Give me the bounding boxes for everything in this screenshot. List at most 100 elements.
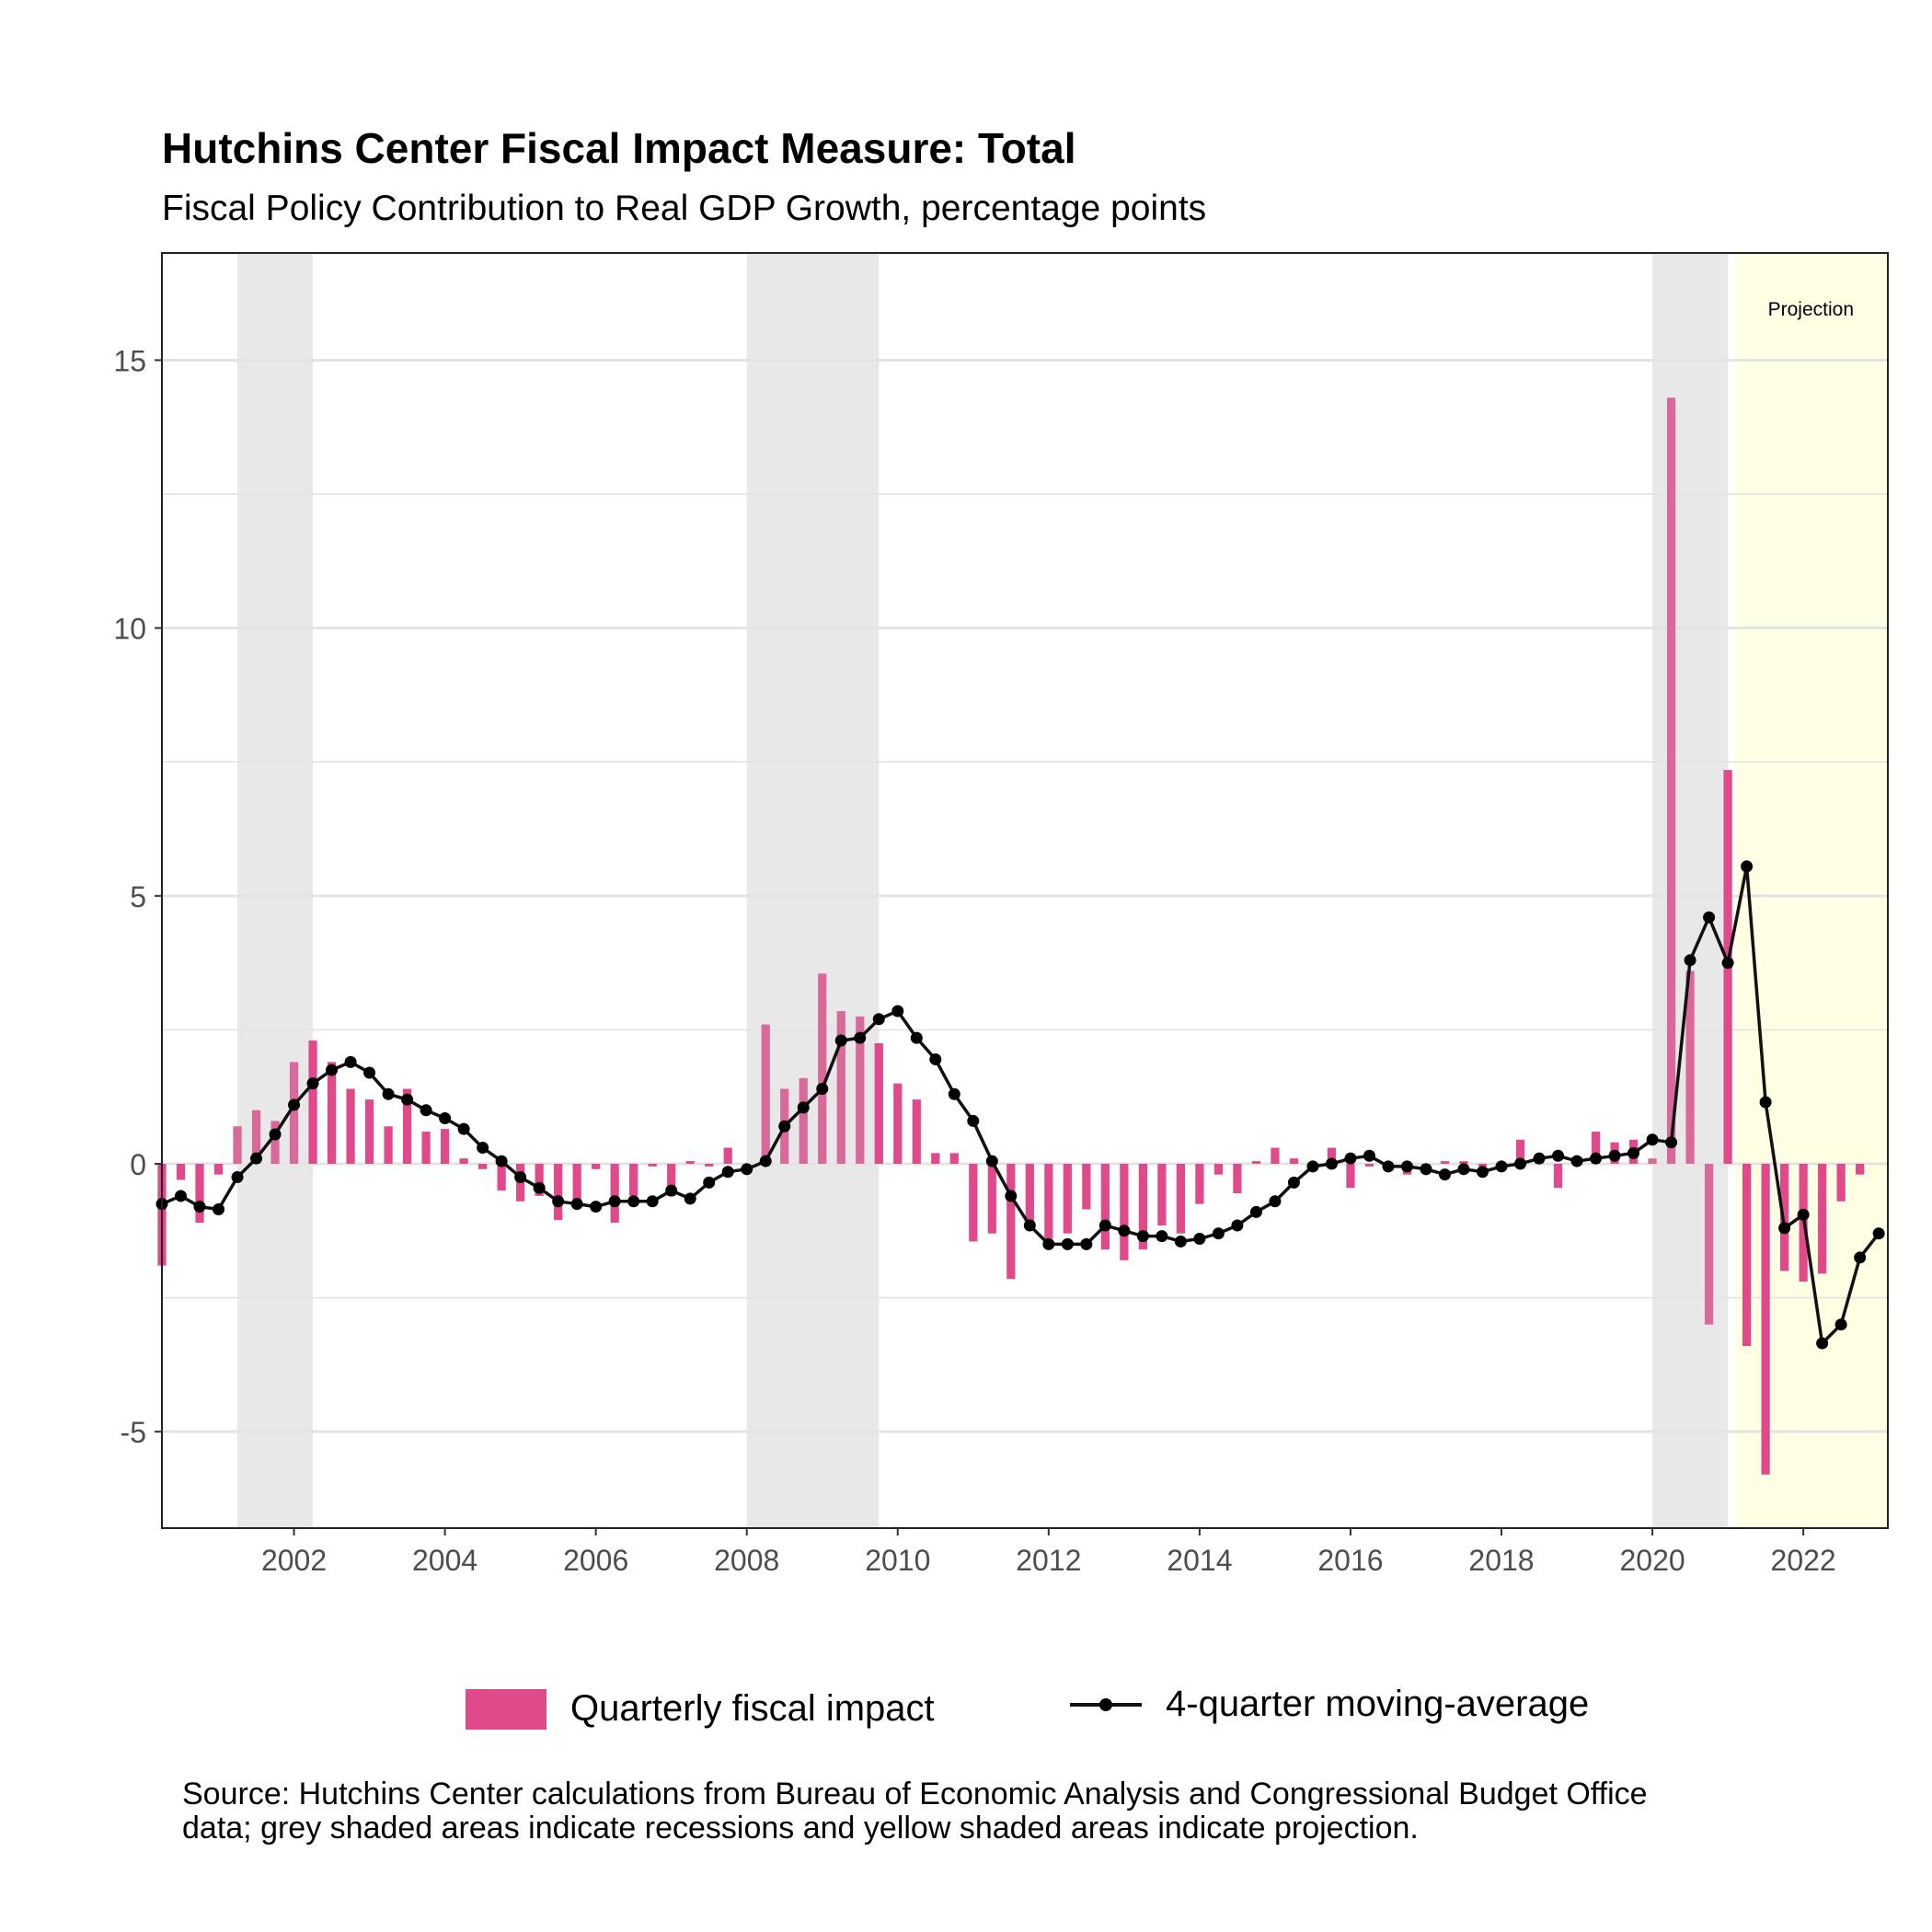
line-series [155,860,1885,1350]
moving-average-point [1061,1237,1074,1250]
moving-average-point [778,1120,791,1133]
moving-average-point [175,1190,188,1202]
bar [1553,1164,1563,1189]
bar [402,1088,412,1164]
bar [1233,1164,1242,1194]
moving-average-point [269,1128,282,1141]
moving-average-point [1344,1152,1357,1165]
moving-average-point [1249,1205,1262,1218]
moving-average-point [231,1171,244,1184]
plot-border [161,252,1889,1529]
moving-average-point [816,1082,829,1095]
bar [1515,1139,1525,1164]
moving-average-point [1590,1152,1603,1165]
caption-line-1: Source: Hutchins Center calculations fro… [182,1777,1648,1811]
bar [213,1164,224,1175]
bar [1704,1164,1714,1325]
bar [497,1164,506,1191]
y-tick-label: 15 [113,344,146,377]
moving-average-point [1665,1136,1678,1149]
bar [1666,397,1676,1164]
moving-average-point [1231,1219,1244,1232]
moving-average-line [161,865,1880,1345]
moving-average-point [1325,1157,1338,1170]
moving-average-point [533,1181,546,1194]
bar [1138,1164,1147,1250]
bar [440,1129,450,1164]
chart-title: Hutchins Center Fiscal Impact Measure: T… [162,124,1076,172]
moving-average-point [1042,1237,1055,1250]
moving-average-point [703,1176,716,1189]
recession-shading [746,253,880,1528]
moving-average-point [1420,1163,1432,1176]
bar [1271,1147,1280,1164]
moving-average-point [985,1155,998,1167]
bar [270,1121,280,1164]
x-tick-label: 2004 [412,1544,477,1577]
legend-label-bars: Quarterly fiscal impact [570,1688,935,1729]
moving-average-point [288,1098,301,1111]
moving-average-point [439,1112,452,1124]
bar [705,1164,714,1167]
x-tick-label: 2022 [1771,1544,1836,1577]
moving-average-point [326,1064,339,1076]
moving-average-point [608,1195,621,1208]
bar [572,1164,581,1202]
caption-line-2: data; grey shaded areas indicate recessi… [182,1811,1419,1846]
bar [1195,1164,1204,1204]
bar [667,1164,676,1196]
chart-subtitle: Fiscal Policy Contribution to Real GDP G… [162,189,1207,228]
moving-average-point [1834,1318,1847,1331]
bar [1006,1164,1016,1280]
moving-average-point [891,1005,904,1018]
moving-average-point [457,1122,470,1135]
moving-average-point [1098,1219,1111,1232]
moving-average-point [570,1198,583,1211]
moving-average-point [1193,1233,1206,1246]
bar [459,1158,468,1164]
bar [1120,1164,1129,1260]
legend-item-line: 4-quarter moving-average [1070,1684,1589,1725]
bar [912,1099,921,1164]
bar [1591,1132,1601,1164]
bar [836,1011,845,1164]
moving-average-point [1136,1230,1149,1243]
bar [1364,1164,1374,1167]
moving-average-point [1457,1163,1470,1176]
moving-average-point [1477,1166,1489,1179]
x-tick-label: 2008 [714,1544,779,1577]
moving-average-point [1287,1176,1300,1189]
moving-average-point [1174,1235,1187,1248]
bar [1856,1164,1865,1175]
gridlines [162,358,1888,1433]
bar [195,1164,204,1224]
moving-average-point [1872,1227,1885,1240]
moving-average-point [344,1055,357,1068]
moving-average-point [1741,860,1754,873]
moving-average-point [721,1166,734,1179]
bar [874,1042,883,1164]
bar [364,1099,374,1164]
projection-shading [1735,253,1887,1528]
bar [969,1164,978,1242]
bar [685,1161,695,1164]
y-tick-label: 0 [130,1148,146,1181]
moving-average-point [213,1203,225,1215]
moving-average-point [514,1171,527,1184]
bar [1648,1158,1657,1164]
x-tick-label: 2020 [1619,1544,1685,1577]
bar [799,1077,808,1164]
moving-average-point [741,1163,753,1176]
bar [856,1016,865,1164]
bar [1176,1164,1186,1234]
x-tick-label: 2002 [261,1544,327,1577]
moving-average-point [1570,1155,1583,1167]
moving-average-point [1269,1195,1282,1208]
y-tick-label: 5 [130,880,146,914]
moving-average-point [759,1155,772,1167]
moving-average-point [834,1034,847,1047]
moving-average-point [250,1152,263,1165]
moving-average-point [1212,1227,1225,1240]
legend-swatch-line [1070,1685,1142,1725]
projection-label: Projection [1768,299,1854,320]
